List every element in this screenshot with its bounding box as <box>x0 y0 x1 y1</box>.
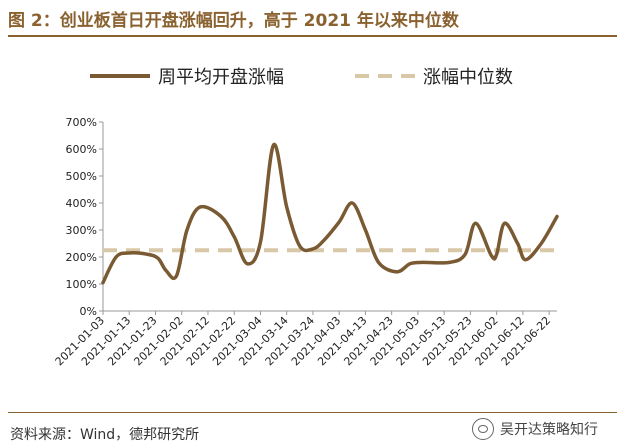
footer-rule <box>8 412 617 413</box>
wechat-icon <box>472 418 494 440</box>
legend-label-weekly-avg: 周平均开盘涨幅 <box>158 67 284 88</box>
legend: 周平均开盘涨幅 涨幅中位数 <box>90 67 513 88</box>
plot-area <box>101 143 559 285</box>
y-tick-label: 200% <box>66 251 97 264</box>
chart-title: 图 2：创业板首日开盘涨幅回升，高于 2021 年以来中位数 <box>8 11 459 31</box>
y-tick-label: 0% <box>80 305 97 318</box>
y-tick-label: 100% <box>66 278 97 291</box>
axes: 0%100%200%300%400%500%600%700%2021-01-03… <box>53 116 557 368</box>
y-tick-label: 700% <box>66 116 97 129</box>
watermark-text: 吴开达策略知行 <box>500 422 598 438</box>
title-rule <box>8 35 617 37</box>
y-tick-label: 400% <box>66 197 97 210</box>
y-tick-label: 500% <box>66 170 97 183</box>
y-tick-label: 600% <box>66 143 97 156</box>
legend-label-median: 涨幅中位数 <box>423 67 513 88</box>
watermark: 吴开达策略知行 <box>472 418 598 440</box>
source-note: 资料来源：Wind，德邦研究所 <box>10 427 200 443</box>
series-weekly-avg-line <box>101 143 559 285</box>
y-tick-label: 300% <box>66 224 97 237</box>
